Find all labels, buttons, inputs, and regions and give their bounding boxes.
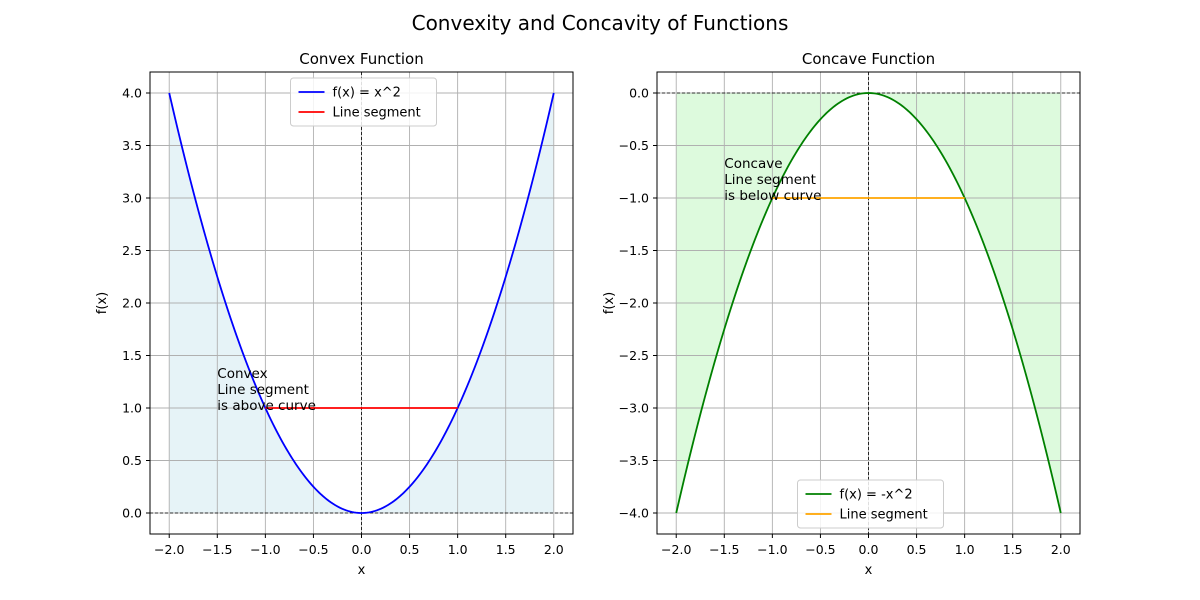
concave-xtick-label-8: 2.0 — [1051, 542, 1071, 557]
figure-title: Convexity and Concavity of Functions — [412, 11, 789, 35]
concave-legend-label-1: Line segment — [840, 508, 928, 523]
convex-xtick-label-5: 0.5 — [400, 542, 420, 557]
convex-ytick-label-3: 1.5 — [122, 348, 142, 363]
concave-ytick-label-4: −2.0 — [619, 296, 649, 311]
convex-x-axis-label: x — [358, 563, 366, 578]
convex-annotation-line-2: is above curve — [217, 398, 316, 414]
concave-xtick-label-4: 0.0 — [859, 542, 879, 557]
convex-xtick-label-6: 1.0 — [448, 542, 468, 557]
concave-xtick-label-6: 1.0 — [955, 542, 975, 557]
concave-annotation-line-1: Line segment — [724, 172, 816, 188]
convex-ytick-label-8: 4.0 — [122, 86, 142, 101]
convex-xtick-label-2: −1.0 — [250, 542, 280, 557]
convex-ytick-label-4: 2.0 — [122, 296, 142, 311]
concave-ytick-label-2: −3.0 — [619, 401, 649, 416]
concave-ytick-label-7: −0.5 — [619, 138, 649, 153]
convex-xtick-label-7: 1.5 — [496, 542, 516, 557]
convex-ytick-label-0: 0.0 — [122, 506, 142, 521]
concave-xtick-label-3: −0.5 — [805, 542, 835, 557]
concave-ytick-label-5: −1.5 — [619, 243, 649, 258]
concave-ytick-label-6: −1.0 — [619, 191, 649, 206]
concave-y-axis-label: f(x) — [602, 292, 617, 314]
convex-legend-label-1: Line segment — [333, 106, 421, 121]
concave-legend-box — [797, 479, 944, 529]
convex-xtick-label-3: −0.5 — [298, 542, 328, 557]
convex-xtick-label-1: −1.5 — [202, 542, 232, 557]
concave-curve-line — [675, 92, 1062, 514]
convex-annotation-line-0: Convex — [217, 366, 267, 382]
convex-ytick-label-1: 0.5 — [122, 453, 142, 468]
convex-ytick-label-7: 3.5 — [122, 138, 142, 153]
concave-ytick-label-1: −3.5 — [619, 453, 649, 468]
concave-chart-title: Concave Function — [802, 50, 935, 68]
convex-ytick-label-2: 1.0 — [122, 401, 142, 416]
concave-ytick-label-8: 0.0 — [629, 86, 649, 101]
convex-curve-line — [168, 92, 555, 514]
concave-legend-label-0: f(x) = -x^2 — [840, 488, 913, 503]
concave-xtick-label-5: 0.5 — [907, 542, 927, 557]
convex-legend: f(x) = x^2 Line segment — [290, 77, 437, 127]
convex-chart-title: Convex Function — [299, 50, 423, 68]
convex-xtick-label-8: 2.0 — [544, 542, 564, 557]
concave-xtick-label-7: 1.5 — [1003, 542, 1023, 557]
convex-xtick-label-0: −2.0 — [154, 542, 184, 557]
concave-ytick-label-0: −4.0 — [619, 506, 649, 521]
convex-legend-box — [290, 77, 437, 127]
convex-ytick-label-6: 3.0 — [122, 191, 142, 206]
concave-xtick-label-0: −2.0 — [661, 542, 691, 557]
convex-ytick-label-5: 2.5 — [122, 243, 142, 258]
concave-ytick-label-3: −2.5 — [619, 348, 649, 363]
concave-xtick-label-1: −1.5 — [709, 542, 739, 557]
convex-xtick-label-4: 0.0 — [352, 542, 372, 557]
concave-x-axis-label: x — [865, 563, 873, 578]
convex-legend-label-0: f(x) = x^2 — [333, 86, 401, 101]
concave-annotation-line-2: is below curve — [724, 188, 821, 204]
concave-legend: f(x) = -x^2 Line segment — [797, 479, 944, 529]
convex-y-axis-label: f(x) — [95, 292, 110, 314]
concave-annotation-line-0: Concave — [724, 156, 782, 172]
convex-annotation-line-1: Line segment — [217, 382, 309, 398]
concave-xtick-label-2: −1.0 — [757, 542, 787, 557]
